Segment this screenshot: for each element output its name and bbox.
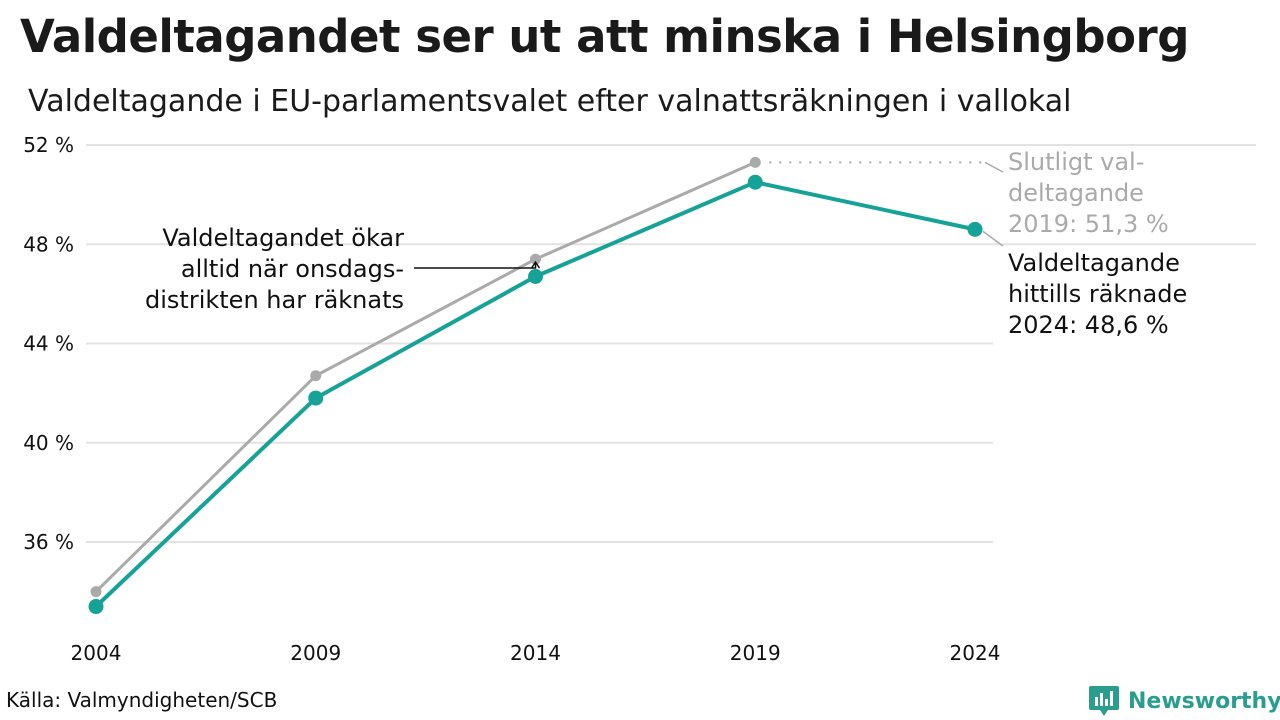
source-note: Källa: Valmyndigheten/SCB: [6, 688, 278, 712]
chart-title: Valdeltagandet ser ut att minska i Helsi…: [20, 10, 1189, 63]
annotation-counted-turnout: 2024: 48,6 %: [1008, 311, 1169, 339]
data-point-counted-turnout: [88, 599, 104, 615]
annotation-note: Valdeltagandet ökar: [162, 224, 404, 252]
data-point-counted-turnout: [747, 174, 763, 190]
x-tick-label: 2019: [730, 641, 781, 665]
annotation-counted-turnout: Valdeltagande: [1008, 249, 1180, 277]
data-point-counted-turnout: [528, 269, 543, 285]
y-tick-label: 48 %: [23, 232, 74, 256]
chart-subtitle: Valdeltagande i EU-parlamentsvalet efter…: [28, 84, 1072, 119]
y-tick-label: 36 %: [23, 530, 74, 554]
annotation-counted-turnout: hittills räknade: [1008, 280, 1187, 308]
annotation-note: distrikten har räknats: [145, 286, 404, 314]
annotation-note: alltid när onsdags-: [181, 255, 404, 283]
data-point-final-turnout: [749, 156, 761, 168]
newsworthy-logo: Newsworthy: [1088, 684, 1280, 718]
data-point-final-turnout: [90, 586, 102, 598]
x-tick-label: 2014: [510, 641, 561, 665]
annotation-arrowhead: [530, 260, 541, 269]
y-tick-label: 52 %: [23, 133, 74, 157]
leader-line: [984, 161, 1004, 173]
x-tick-label: 2004: [71, 641, 122, 665]
logo-text: Newsworthy: [1128, 688, 1280, 714]
data-point-final-turnout: [310, 370, 322, 382]
annotation-final-turnout: deltagande: [1008, 179, 1144, 207]
data-point-final-turnout: [530, 253, 541, 265]
series-line-final-turnout: [94, 160, 756, 593]
data-point-counted-turnout: [967, 221, 983, 237]
y-tick-label: 40 %: [23, 431, 74, 455]
y-tick-label: 44 %: [23, 332, 74, 356]
x-tick-label: 2024: [950, 641, 1001, 665]
annotation-final-turnout: 2019: 51,3 %: [1008, 210, 1169, 238]
annotation-final-turnout: Slutligt val-: [1008, 148, 1144, 176]
annotation-arrow: [414, 263, 537, 269]
logo-icon: [1089, 686, 1119, 716]
leader-line: [982, 230, 1004, 247]
data-point-counted-turnout: [308, 390, 324, 406]
x-tick-label: 2009: [290, 641, 341, 665]
